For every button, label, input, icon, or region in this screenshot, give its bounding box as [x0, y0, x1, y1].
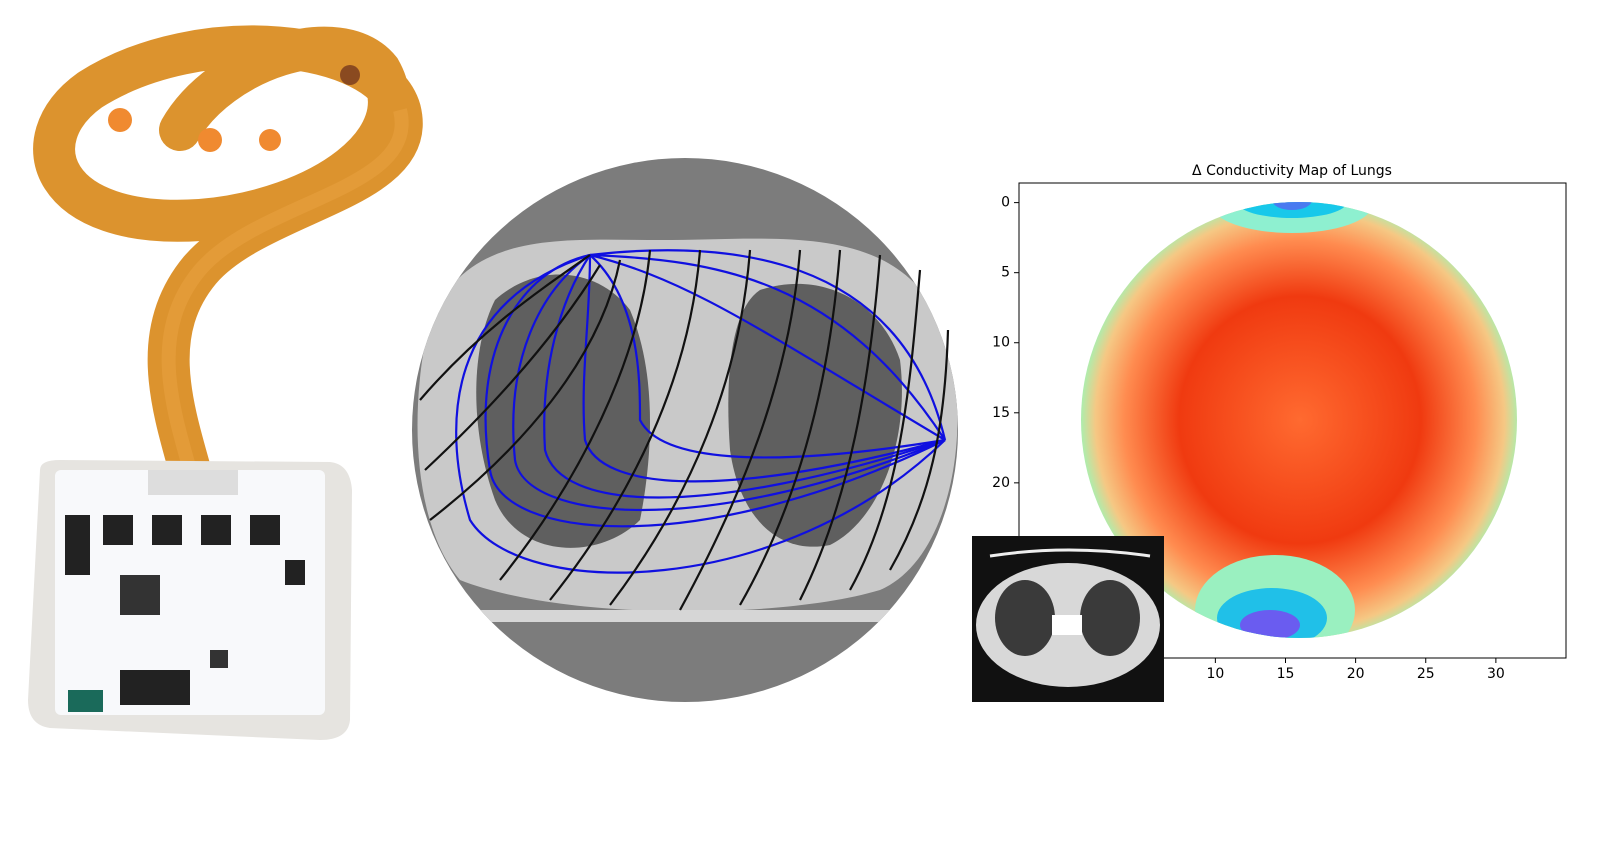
- x-tick-label: 25: [1417, 666, 1435, 682]
- ct-inset: [972, 536, 1164, 702]
- y-tick-label: 20: [992, 475, 1010, 491]
- y-tick-label: 10: [992, 335, 1010, 351]
- y-tick-label: 5: [1001, 265, 1010, 281]
- x-tick-label: 20: [1347, 666, 1365, 682]
- x-tick-label: 10: [1206, 666, 1224, 682]
- y-tick-label: 15: [992, 405, 1010, 421]
- x-tick-label: 15: [1277, 666, 1295, 682]
- x-tick-label: 30: [1487, 666, 1505, 682]
- chart-title: Δ Conductivity Map of Lungs: [1192, 163, 1392, 179]
- ct-mesh-image: [412, 158, 958, 702]
- device-photo: [28, 25, 423, 740]
- y-tick-label: 0: [1001, 195, 1010, 211]
